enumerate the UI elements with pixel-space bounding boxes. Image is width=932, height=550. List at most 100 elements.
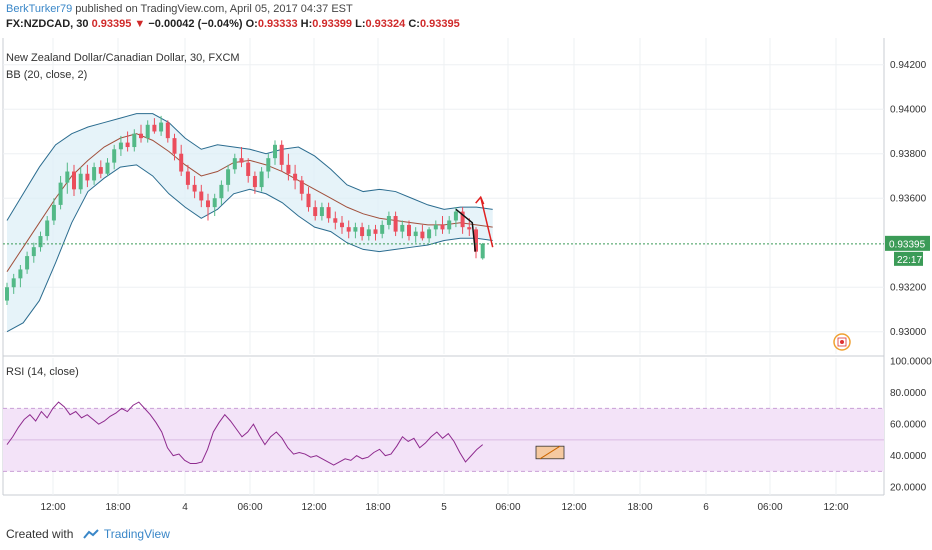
candle: [185, 164, 190, 190]
rsi-indicator-legend[interactable]: RSI (14, close): [6, 366, 79, 378]
x-tick-label: 06:00: [757, 502, 782, 513]
candle-body: [266, 158, 271, 172]
candle: [219, 180, 224, 205]
candle: [286, 153, 291, 181]
candle: [279, 140, 284, 172]
countdown-tag: [894, 251, 923, 266]
y-tick-label: 0.93200: [890, 283, 927, 294]
x-tick-label: 18:00: [365, 502, 390, 513]
candle-body: [206, 200, 210, 208]
candle: [319, 202, 324, 221]
candle-body: [45, 220, 50, 237]
candle: [346, 220, 351, 239]
drawn-trend-line: [455, 208, 477, 252]
x-tick-label: 06:00: [237, 502, 262, 513]
candle-body: [413, 231, 418, 237]
candle-body: [118, 142, 123, 150]
candle: [246, 158, 251, 183]
x-tick-label: 12:00: [40, 502, 65, 513]
publish-info: BerkTurker79 published on TradingView.co…: [6, 3, 353, 15]
candle: [386, 211, 391, 230]
candle-body: [346, 227, 351, 232]
price-change: −0.00042 (−0.04%): [148, 18, 243, 30]
candle: [440, 216, 445, 234]
candle-body: [212, 198, 217, 208]
candle: [31, 242, 36, 263]
candle-body: [333, 218, 338, 223]
candle: [51, 198, 56, 225]
candle: [98, 160, 103, 179]
candle: [139, 124, 143, 143]
last-price-tag-label: 0.93395: [889, 239, 926, 250]
candle: [112, 144, 117, 170]
x-tick-label: 6: [703, 502, 709, 513]
candle: [226, 164, 231, 192]
candle: [18, 264, 23, 288]
candle: [293, 164, 298, 190]
candle-body: [226, 169, 231, 185]
candle-body: [259, 171, 264, 188]
candle: [407, 220, 411, 241]
candle-body: [232, 158, 237, 170]
candle-body: [51, 204, 56, 221]
candle: [333, 211, 338, 230]
candle-body: [480, 243, 485, 259]
high-value: 0.93399: [312, 18, 353, 30]
candle-body: [38, 236, 43, 248]
candle: [474, 227, 478, 259]
candle-body: [447, 220, 452, 230]
candle-body: [78, 173, 83, 190]
candle: [326, 202, 331, 223]
candle: [480, 242, 485, 260]
candle-body: [139, 133, 143, 139]
candle-body: [125, 142, 130, 148]
rsi-y-tick-label: 100.0000: [890, 357, 932, 368]
candle-body: [319, 207, 324, 217]
candle-body: [360, 227, 365, 237]
candle: [259, 167, 264, 192]
candle: [45, 216, 50, 241]
candle-body: [85, 173, 90, 181]
tradingview-link[interactable]: TradingView: [103, 527, 170, 541]
candle: [179, 144, 184, 176]
candle: [340, 216, 344, 234]
candle-body: [11, 278, 16, 288]
candle: [38, 231, 43, 252]
candle-body: [105, 162, 110, 174]
main-pane-title: New Zealand Dollar/Canadian Dollar, 30, …: [6, 52, 240, 64]
candle-body: [273, 144, 277, 159]
candle-body: [366, 229, 371, 237]
x-tick-label: 12:00: [823, 502, 848, 513]
candle: [427, 227, 432, 243]
candle-body: [199, 191, 204, 201]
x-tick-label: 18:00: [627, 502, 652, 513]
candle-body: [72, 171, 76, 190]
candle-body: [185, 171, 190, 185]
candle-body: [373, 229, 378, 234]
candle-body: [179, 153, 184, 172]
candle: [72, 164, 76, 196]
candle: [373, 224, 378, 241]
candle: [306, 187, 311, 212]
candle: [420, 224, 425, 241]
drawn-arrow-head: [475, 195, 485, 205]
author-link[interactable]: BerkTurker79: [6, 3, 73, 15]
candle: [118, 135, 123, 156]
candle: [132, 129, 137, 152]
candle-body: [293, 173, 298, 181]
candle: [165, 120, 170, 143]
countdown-label: 22:17: [897, 255, 922, 266]
bb-indicator-legend[interactable]: BB (20, close, 2): [6, 69, 88, 81]
candle: [232, 153, 237, 174]
publish-text: published on TradingView.com, April 05, …: [75, 3, 353, 15]
candle-body: [380, 224, 385, 234]
rsi-y-tick-label: 60.0000: [890, 420, 927, 431]
x-tick-label: 5: [441, 502, 447, 513]
high-label: H:: [300, 18, 313, 30]
low-value: 0.93324: [365, 18, 406, 30]
drawn-arrow-line: [479, 196, 494, 248]
candle-body: [145, 124, 150, 139]
candle: [212, 193, 217, 217]
candle: [239, 147, 244, 168]
